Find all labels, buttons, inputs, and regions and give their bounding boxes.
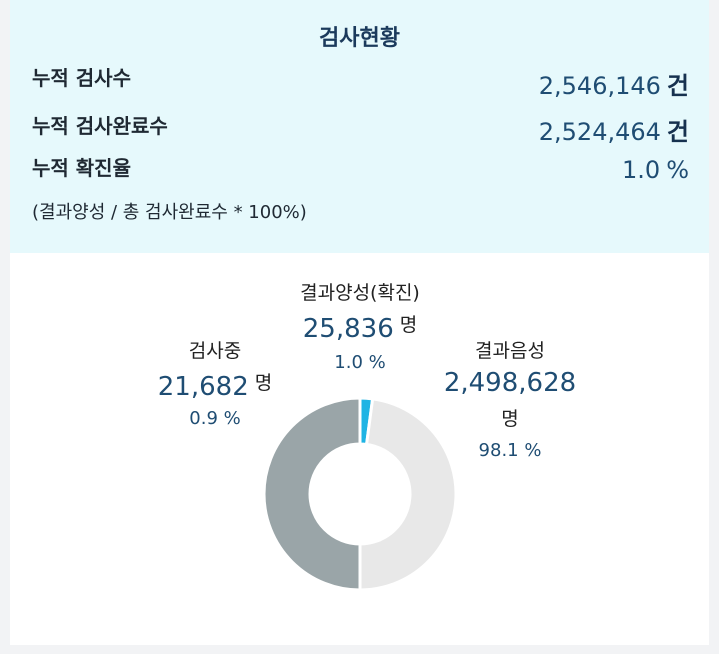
positive-rate-label: 누적 확진율 (32, 156, 131, 180)
pending-percent: 0.9 % (189, 408, 241, 429)
total-tests-label: 누적 검사수 (32, 66, 131, 90)
positive-rate-value: 1.0% (622, 156, 689, 184)
positive-label: 결과양성(확진) (300, 282, 420, 304)
donut-chart (262, 396, 458, 592)
negative-count: 2,498,628 (443, 368, 577, 398)
formula-note: (결과양성 / 총 검사완료수 * 100%) (32, 202, 307, 223)
negative-label: 결과음성 (475, 340, 545, 362)
completed-tests-label: 누적 검사완료수 (32, 114, 168, 138)
completed-tests-value: 2,524,464 건 (538, 118, 689, 146)
status-card: 검사현황 누적 검사수 2,546,146 건 누적 검사완료수 2,524,46… (10, 0, 709, 645)
negative-unit: 명 (501, 408, 519, 430)
pending-unit: 명 (254, 372, 273, 394)
slice-pending (262, 396, 362, 592)
slice-negative (358, 397, 458, 592)
summary-panel: 검사현황 누적 검사수 2,546,146 건 누적 검사완료수 2,524,46… (10, 0, 709, 253)
positive-count: 25,836 명 (302, 314, 418, 344)
positive-unit: 명 (399, 314, 418, 336)
pending-label: 검사중 (188, 340, 242, 362)
total-tests-value: 2,546,146 건 (538, 72, 689, 100)
positive-percent: 1.0 % (334, 352, 386, 373)
negative-percent: 98.1 % (478, 440, 542, 461)
pending-count: 21,682 명 (157, 372, 273, 402)
summary-title: 검사현황 (319, 26, 400, 51)
